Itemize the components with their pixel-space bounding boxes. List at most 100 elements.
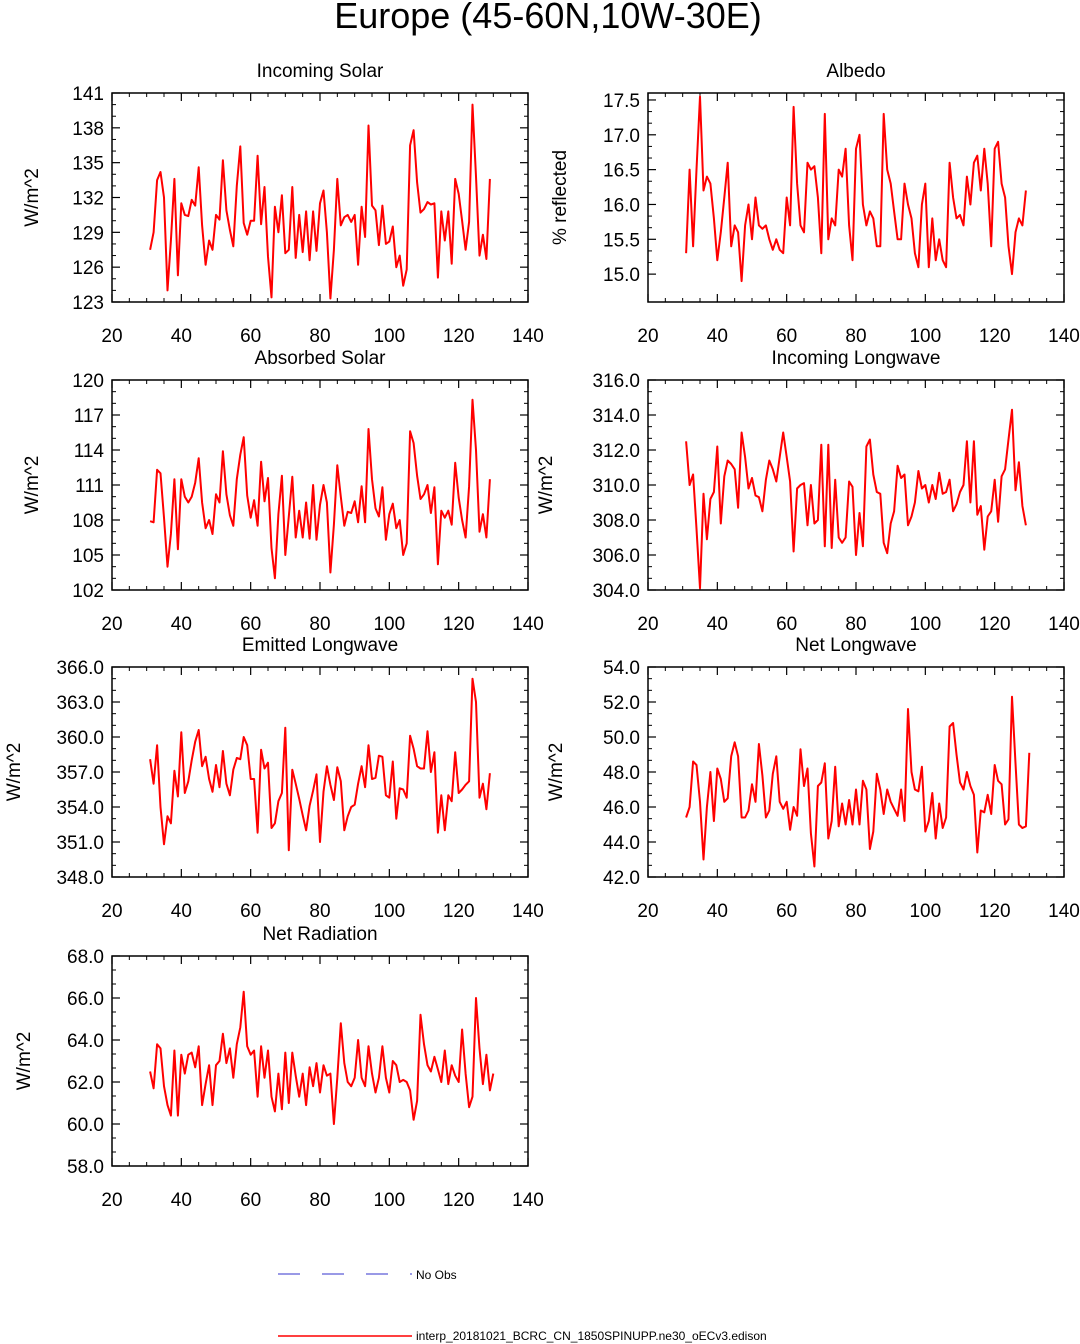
y-axis-label: % reflected — [550, 150, 571, 245]
series-line — [685, 95, 1027, 283]
x-tick-label: 40 — [171, 614, 192, 635]
y-tick-label: 354.0 — [56, 798, 104, 819]
plot-frame — [647, 92, 1065, 303]
y-tick-label: 351.0 — [56, 833, 104, 854]
y-tick-label: 126 — [72, 258, 104, 279]
x-tick-label: 60 — [776, 901, 797, 922]
x-tick-label: 40 — [707, 614, 728, 635]
panel-6: Net Longwave 20 40 60 80 100 120 140 54.0 52.0 50.… — [546, 635, 1080, 922]
x-tick-label: 40 — [171, 901, 192, 922]
series-line — [149, 677, 491, 852]
y-tick-label: 366.0 — [56, 658, 104, 679]
y-tick-label: 46.0 — [603, 798, 640, 819]
panel-5: Emitted Longwave 20 40 60 80 100 120 140 366.0 36… — [4, 635, 544, 922]
y-tick-label: 308.0 — [592, 511, 640, 532]
y-tick-label: 135 — [72, 154, 104, 175]
y-tick-label: 138 — [72, 119, 104, 140]
legend-obs-label: No Obs — [416, 1268, 457, 1282]
x-tick-label: 100 — [373, 1190, 405, 1211]
y-tick-label: 316.0 — [592, 371, 640, 392]
x-tick-label: 40 — [171, 326, 192, 347]
y-tick-label: 360.0 — [56, 728, 104, 749]
y-tick-label: 102 — [72, 581, 104, 602]
panel-title: Net Radiation — [262, 924, 377, 945]
x-tick-label: 80 — [309, 614, 330, 635]
x-tick-label: 80 — [309, 1190, 330, 1211]
x-tick-label: 140 — [512, 326, 544, 347]
x-tick-label: 120 — [443, 614, 475, 635]
x-tick-label: 120 — [979, 326, 1011, 347]
panel-title: Emitted Longwave — [242, 635, 398, 656]
x-tick-label: 100 — [909, 326, 941, 347]
y-tick-label: 363.0 — [56, 693, 104, 714]
x-tick-label: 60 — [776, 326, 797, 347]
x-tick-label: 20 — [101, 1190, 122, 1211]
x-tick-label: 140 — [512, 614, 544, 635]
series-line — [149, 990, 495, 1125]
y-tick-label: 304.0 — [592, 581, 640, 602]
y-tick-label: 58.0 — [67, 1157, 104, 1178]
x-tick-label: 20 — [637, 614, 658, 635]
y-tick-label: 17.5 — [603, 91, 640, 112]
x-tick-label: 140 — [1048, 901, 1080, 922]
series-line — [149, 398, 491, 580]
y-tick-label: 105 — [72, 546, 104, 567]
x-tick-label: 60 — [776, 614, 797, 635]
x-tick-label: 120 — [443, 326, 475, 347]
panel-title: Albedo — [826, 61, 885, 82]
panel-title: Absorbed Solar — [255, 348, 387, 369]
y-tick-label: 123 — [72, 293, 104, 314]
series-line — [685, 695, 1031, 868]
x-tick-label: 40 — [171, 1190, 192, 1211]
y-axis-label: W/m^2 — [22, 168, 43, 227]
x-tick-label: 140 — [512, 901, 544, 922]
x-tick-label: 20 — [101, 901, 122, 922]
y-axis-label: W/m^2 — [536, 456, 557, 515]
x-tick-label: 80 — [845, 614, 866, 635]
y-tick-label: 50.0 — [603, 728, 640, 749]
x-tick-label: 100 — [373, 901, 405, 922]
x-tick-label: 60 — [240, 326, 261, 347]
x-tick-label: 20 — [101, 326, 122, 347]
x-tick-label: 40 — [707, 326, 728, 347]
y-tick-label: 52.0 — [603, 693, 640, 714]
legend-model-label: interp_20181021_BCRC_CN_1850SPINUPP.ne30… — [416, 1329, 767, 1343]
y-tick-label: 48.0 — [603, 763, 640, 784]
x-tick-label: 100 — [373, 326, 405, 347]
y-tick-label: 66.0 — [67, 989, 104, 1010]
panel-1: Incoming Solar 20 40 60 80 100 120 140 141 138 135… — [22, 61, 544, 347]
y-tick-label: 348.0 — [56, 868, 104, 889]
x-tick-label: 140 — [1048, 614, 1080, 635]
y-tick-label: 310.0 — [592, 476, 640, 497]
y-tick-label: 16.0 — [603, 195, 640, 216]
x-tick-label: 80 — [845, 901, 866, 922]
series-line — [149, 103, 491, 300]
panel-title: Incoming Longwave — [772, 348, 941, 369]
x-tick-label: 140 — [1048, 326, 1080, 347]
panel-3: Absorbed Solar 20 40 60 80 100 120 140 120 117 114… — [22, 348, 544, 635]
x-tick-label: 80 — [309, 901, 330, 922]
series-line — [685, 408, 1027, 590]
y-axis-label: W/m^2 — [546, 743, 567, 802]
x-tick-label: 40 — [707, 901, 728, 922]
x-tick-label: 80 — [309, 326, 330, 347]
y-tick-label: 42.0 — [603, 868, 640, 889]
y-tick-label: 62.0 — [67, 1073, 104, 1094]
y-tick-label: 141 — [72, 84, 104, 105]
x-tick-label: 140 — [512, 1190, 544, 1211]
x-tick-label: 20 — [637, 901, 658, 922]
y-tick-label: 15.0 — [603, 265, 640, 286]
y-tick-label: 68.0 — [67, 947, 104, 968]
y-tick-label: 64.0 — [67, 1031, 104, 1052]
y-tick-label: 129 — [72, 223, 104, 244]
legend: No Obs interp_20181021_BCRC_CN_1850SPINU… — [278, 1268, 767, 1343]
x-tick-label: 100 — [909, 901, 941, 922]
y-tick-label: 306.0 — [592, 546, 640, 567]
y-tick-label: 54.0 — [603, 658, 640, 679]
y-tick-label: 312.0 — [592, 441, 640, 462]
y-tick-label: 60.0 — [67, 1115, 104, 1136]
y-axis-label: W/m^2 — [4, 743, 25, 802]
y-axis-label: W/m^2 — [14, 1032, 35, 1091]
x-tick-label: 120 — [979, 901, 1011, 922]
